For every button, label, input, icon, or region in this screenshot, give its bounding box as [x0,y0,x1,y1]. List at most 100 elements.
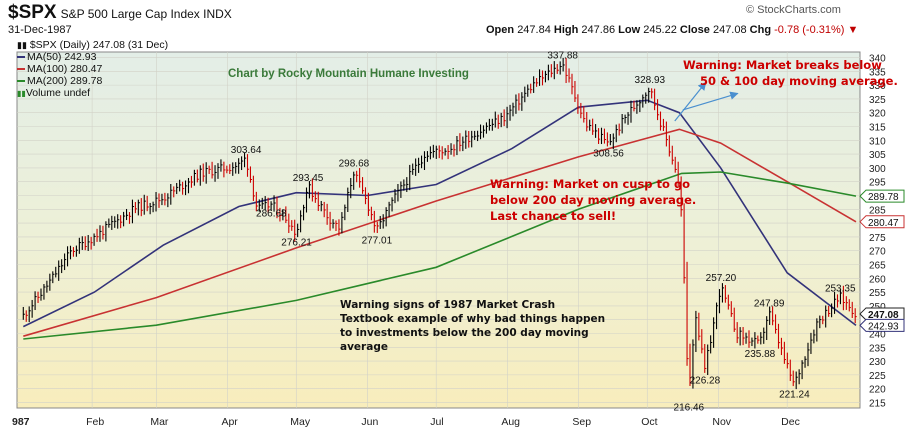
value-label: 257.20 [706,273,737,284]
crash-note-line: Warning signs of 1987 Market Crash [340,299,556,311]
symbol-description: S&P 500 Large Cap Index INDX [60,7,232,21]
y-tick-label: 340 [869,54,886,65]
value-label: 277.01 [362,235,393,246]
last-value-tag [859,215,905,229]
crash-note: Warning signs of 1987 Market Crash Textb… [340,298,605,354]
y-tick-label: 225 [869,371,886,382]
y-tick-label: 305 [869,150,886,161]
y-axis: 2152202252302352402452502552602652702752… [869,54,886,410]
value-label: 221.24 [779,389,810,400]
warning-cusp-line: below 200 day moving average. [490,193,697,207]
last-value-tag-text: 280.47 [868,218,899,229]
last-value-tag [859,189,905,203]
low-value: 245.22 [643,24,677,36]
x-tick-label: Sep [572,416,591,428]
ma100-swatch [17,68,25,71]
brand-credit: © StockCharts.com [746,4,841,16]
warning-cusp-line: Warning: Market on cusp to go [490,177,691,191]
value-labels: 303.64 286.68 293.45 276.21 298.68 277.01 337.… [231,50,856,413]
y-tick-label: 275 [869,233,886,244]
value-label: 276.21 [281,238,312,249]
ma200-swatch [17,80,25,83]
arrow-to-warning [682,91,739,111]
value-label: 337.88 [547,50,578,61]
y-tick-label: 215 [869,398,886,409]
x-tick-label: Nov [712,416,731,428]
value-label: 247.89 [754,299,785,310]
legend-ma50: MA(50) 242.93 [17,51,168,63]
last-value-tag [859,318,905,332]
ma50-swatch [17,56,25,59]
crash-note-line: Textbook example of why bad things happe… [340,313,606,325]
y-tick-label: 325 [869,95,886,106]
chg-label: Chg [749,24,772,36]
ma-line-ma100 [23,128,857,337]
value-label: 253.35 [825,284,856,295]
y-tick-label: 230 [869,357,886,368]
x-tick-label: Mar [150,416,169,428]
low-label: Low [618,24,641,36]
x-tick-label: Oct [641,416,657,428]
warning-cusp-line: Last chance to sell! [490,209,617,223]
volume-icon: ▮▮ [17,89,26,98]
value-label: 328.93 [635,75,666,86]
ma-line-ma50 [22,99,857,328]
value-label: 298.68 [339,159,370,170]
x-tick-label: Feb [86,416,104,428]
y-tick-label: 250 [869,302,886,313]
legend-volume: ▮▮Volume undef [17,87,168,99]
arrow-to-warning [674,81,707,122]
plot-area [16,51,861,409]
symbol-text: $SPX [8,2,57,23]
ma-line-ma200 [23,171,857,340]
value-label: 216.46 [674,402,705,413]
x-tick-label: Jun [361,416,378,428]
x-tick-label: 987 [12,416,30,428]
warning-breaks-line: 50 & 100 day moving average. [700,74,898,88]
last-value-tag-text: 289.78 [868,192,899,203]
close-value: 247.08 [712,24,747,36]
high-label: High [553,24,579,36]
open-value: 247.84 [517,24,551,36]
high-value: 247.86 [581,24,616,36]
legend-price: ▮▮ $SPX (Daily) 247.08 (31 Dec) [17,39,168,51]
last-value-tag-text: 242.93 [868,321,899,332]
value-label: 235.88 [745,349,776,360]
x-tick-label: Apr [221,416,238,428]
ohlc-readout: Open 247.84 High 247.86 Low 245.22 Close… [486,24,858,36]
warning-breaks-line: Warning: Market breaks below [683,58,882,72]
y-tick-label: 235 [869,343,886,354]
legend-ma50-label: MA(50) 242.93 [27,51,97,63]
y-tick-label: 270 [869,247,886,258]
crash-note-line: to investments below the 200 day moving [340,327,589,339]
y-tick-label: 220 [869,385,886,396]
chart-date: 31-Dec-1987 [8,24,72,36]
warning-breaks-note: Warning: Market breaks below 50 & 100 da… [683,57,898,89]
bar-chart-icon: ▮▮ [17,40,27,50]
price-bars [22,57,857,390]
y-tick-label: 260 [869,274,886,285]
moving-averages [22,99,857,340]
x-tick-label: Jul [430,416,443,428]
y-tick-label: 265 [869,260,886,271]
y-tick-label: 320 [869,109,886,120]
legend: ▮▮ $SPX (Daily) 247.08 (31 Dec) MA(50) 2… [17,39,168,99]
value-label: 303.64 [231,145,262,156]
y-tick-label: 285 [869,205,886,216]
y-tick-label: 240 [869,329,886,340]
chg-value: -0.78 (-0.31%) [774,24,845,36]
y-tick-label: 255 [869,288,886,299]
legend-ma100: MA(100) 280.47 [17,63,168,75]
last-value-tag-text: 247.08 [868,310,899,321]
y-tick-label: 315 [869,123,886,134]
value-label: 308.56 [593,148,624,159]
value-label: 226.28 [690,375,721,386]
legend-volume-label: Volume undef [25,87,91,99]
legend-price-label: $SPX (Daily) 247.08 (31 Dec) [29,39,169,51]
symbol-title: $SPX S&P 500 Large Cap Index INDX [8,2,232,24]
x-axis: 987 Feb Mar Apr May Jun Jul Aug Sep Oct Nov Dec [12,416,800,428]
y-tick-label: 335 [869,67,886,78]
close-label: Close [679,24,710,36]
